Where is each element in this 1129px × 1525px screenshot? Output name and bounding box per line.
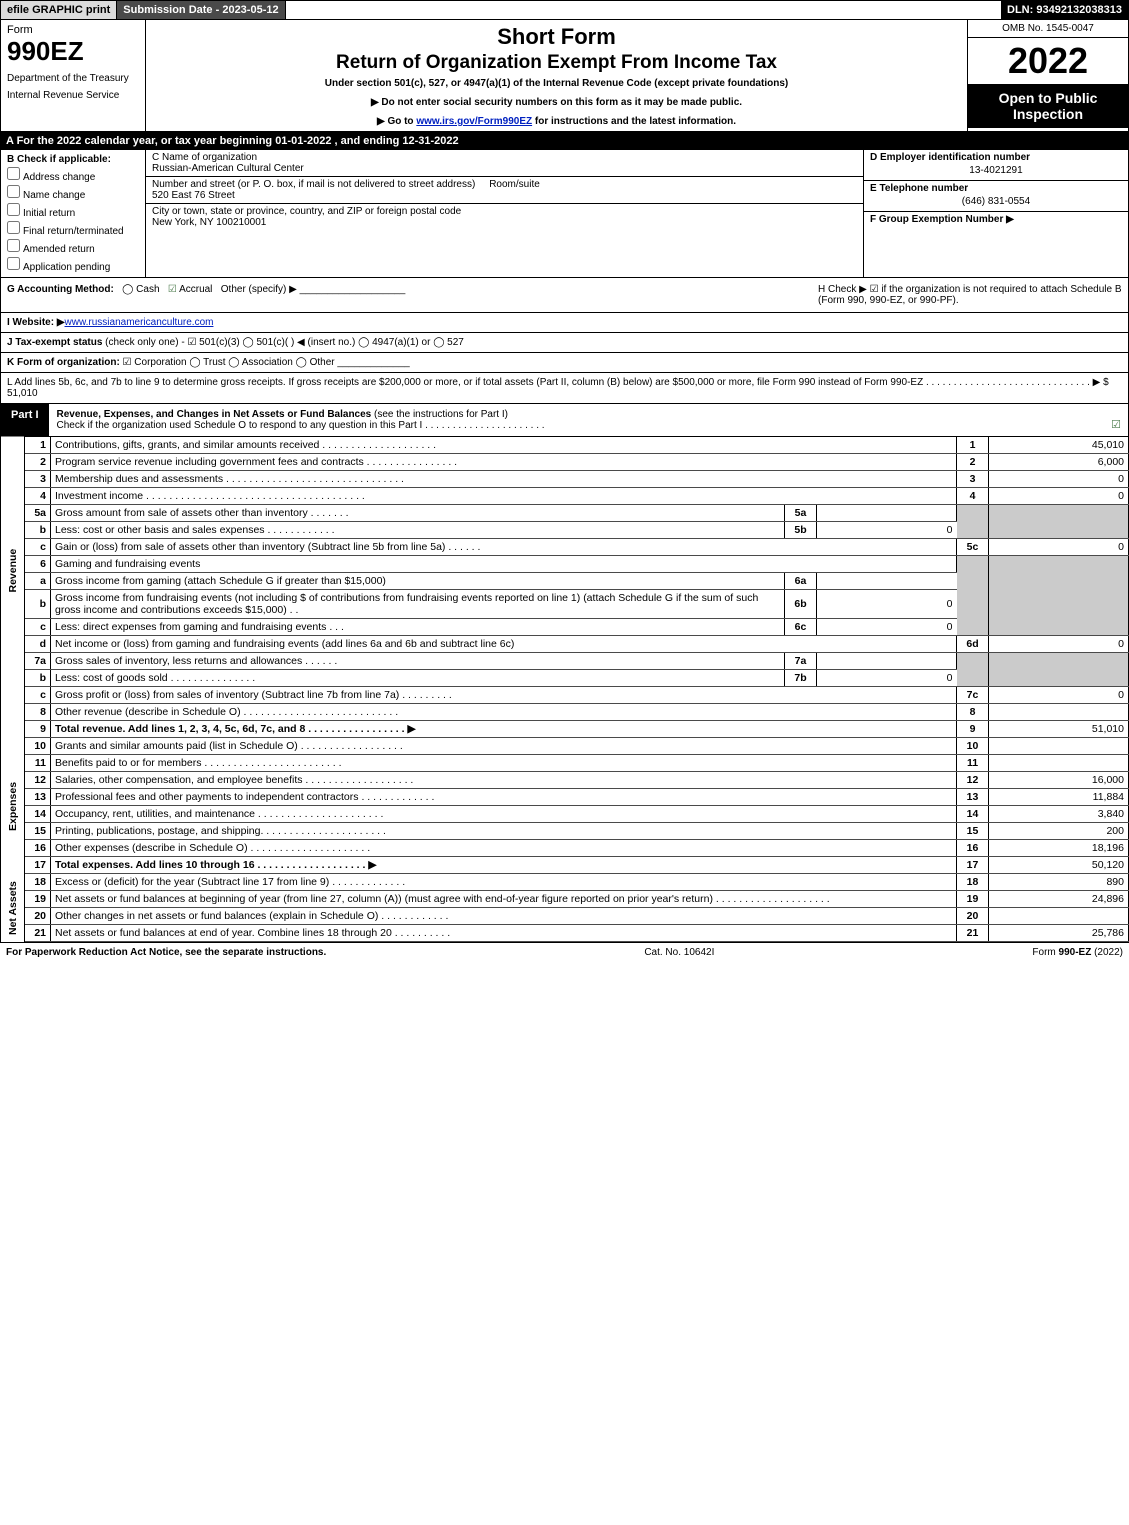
under-section: Under section 501(c), 527, or 4947(a)(1)… [154,78,959,89]
line-3-value: 0 [989,471,1129,488]
line-4-value: 0 [989,488,1129,505]
ein-value: 13-4021291 [870,163,1122,178]
goto-note: ▶ Go to www.irs.gov/Form990EZ for instru… [154,116,959,127]
c-addr-label: Number and street (or P. O. box, if mail… [152,179,475,190]
phone-value: (646) 831-0554 [870,194,1122,209]
form-ref: Form 990-EZ (2022) [1032,947,1123,958]
line-6b-value: 0 [817,590,957,619]
f-group-label: F Group Exemption Number ▶ [870,214,1014,225]
return-title: Return of Organization Exempt From Incom… [154,52,959,74]
page-footer: For Paperwork Reduction Act Notice, see … [0,942,1129,962]
k-form-org-label: K Form of organization: [7,357,120,368]
ssn-note: ▶ Do not enter social security numbers o… [154,97,959,108]
part-1-checkbox[interactable]: ☑ [1111,419,1121,431]
line-5b-value: 0 [817,522,957,539]
omb-number: OMB No. 1545-0047 [968,20,1128,38]
part-1-table: Revenue 1Contributions, gifts, grants, a… [0,437,1129,942]
efile-print[interactable]: efile GRAPHIC print [1,1,117,19]
e-phone-label: E Telephone number [870,183,968,194]
line-5c-value: 0 [989,539,1129,556]
chk-app-pending[interactable] [7,257,20,270]
section-bcdef: B Check if applicable: Address change Na… [0,150,1129,278]
city-state-zip: New York, NY 100210001 [152,217,266,228]
line-9-value: 51,010 [989,721,1129,738]
line-6c-value: 0 [817,619,957,636]
line-6d-value: 0 [989,636,1129,653]
irs-link[interactable]: www.irs.gov/Form990EZ [416,116,532,127]
line-8-value [989,704,1129,721]
line-11-value [989,755,1129,772]
line-15-value: 200 [989,823,1129,840]
line-7b-value: 0 [817,670,957,687]
part-1-title: Revenue, Expenses, and Changes in Net As… [57,409,372,420]
dept-treasury: Department of the Treasury [7,73,139,84]
line-10-value [989,738,1129,755]
line-7c-value: 0 [989,687,1129,704]
room-suite-label: Room/suite [489,179,540,190]
submission-date: Submission Date - 2023-05-12 [117,1,285,19]
line-13-value: 11,884 [989,789,1129,806]
line-20-value [989,908,1129,925]
j-rest: (check only one) - ☑ 501(c)(3) ◯ 501(c)(… [102,337,463,348]
chk-address-change[interactable] [7,167,20,180]
line-17-value: 50,120 [989,857,1129,874]
chk-final-return[interactable] [7,221,20,234]
section-gh: G Accounting Method: ◯ Cash ☑ Accrual Ot… [0,278,1129,313]
revenue-side-label: Revenue [1,437,25,704]
d-ein-label: D Employer identification number [870,152,1030,163]
irs-label: Internal Revenue Service [7,90,139,101]
g-label: G Accounting Method: [7,284,114,295]
h-schedule-b: H Check ▶ ☑ if the organization is not r… [812,284,1122,306]
line-14-value: 3,840 [989,806,1129,823]
open-public: Open to Public Inspection [968,84,1128,128]
b-label: B Check if applicable: [7,154,139,165]
part-1-label: Part I [1,404,49,436]
expenses-side-label: Expenses [1,738,25,874]
j-tax-exempt-label: J Tax-exempt status [7,337,102,348]
paperwork-notice: For Paperwork Reduction Act Notice, see … [6,947,326,958]
street-address: 520 East 76 Street [152,190,235,201]
line-5a-value [817,505,957,522]
line-7a-value [817,653,957,670]
form-label: Form [7,24,139,36]
form-header: Form 990EZ Department of the Treasury In… [0,20,1129,132]
short-form-title: Short Form [154,24,959,50]
line-16-value: 18,196 [989,840,1129,857]
dln: DLN: 93492132038313 [1001,1,1128,19]
line-2-value: 6,000 [989,454,1129,471]
line-1-value: 45,010 [989,437,1129,454]
top-bar: efile GRAPHIC print Submission Date - 20… [0,0,1129,20]
i-website-label: I Website: ▶ [7,317,65,328]
line-6a-value [817,573,957,590]
k-rest: ☑ Corporation ◯ Trust ◯ Association ◯ Ot… [120,357,335,368]
tax-year: 2022 [968,38,1128,84]
chk-name-change[interactable] [7,185,20,198]
line-19-value: 24,896 [989,891,1129,908]
c-name-label: C Name of organization [152,152,257,163]
cat-no: Cat. No. 10642I [644,947,714,958]
net-assets-side-label: Net Assets [1,874,25,942]
chk-amended[interactable] [7,239,20,252]
chk-initial-return[interactable] [7,203,20,216]
section-a: A For the 2022 calendar year, or tax yea… [0,132,1129,150]
form-number: 990EZ [7,36,139,67]
l-gross-receipts: L Add lines 5b, 6c, and 7b to line 9 to … [0,373,1129,404]
org-name: Russian-American Cultural Center [152,163,304,174]
part-1-header: Part I Revenue, Expenses, and Changes in… [0,404,1129,437]
line-12-value: 16,000 [989,772,1129,789]
c-city-label: City or town, state or province, country… [152,206,461,217]
website-link[interactable]: www.russianamericanculture.com [65,317,214,328]
line-18-value: 890 [989,874,1129,891]
line-21-value: 25,786 [989,925,1129,942]
part-1-check-note: Check if the organization used Schedule … [57,420,545,431]
